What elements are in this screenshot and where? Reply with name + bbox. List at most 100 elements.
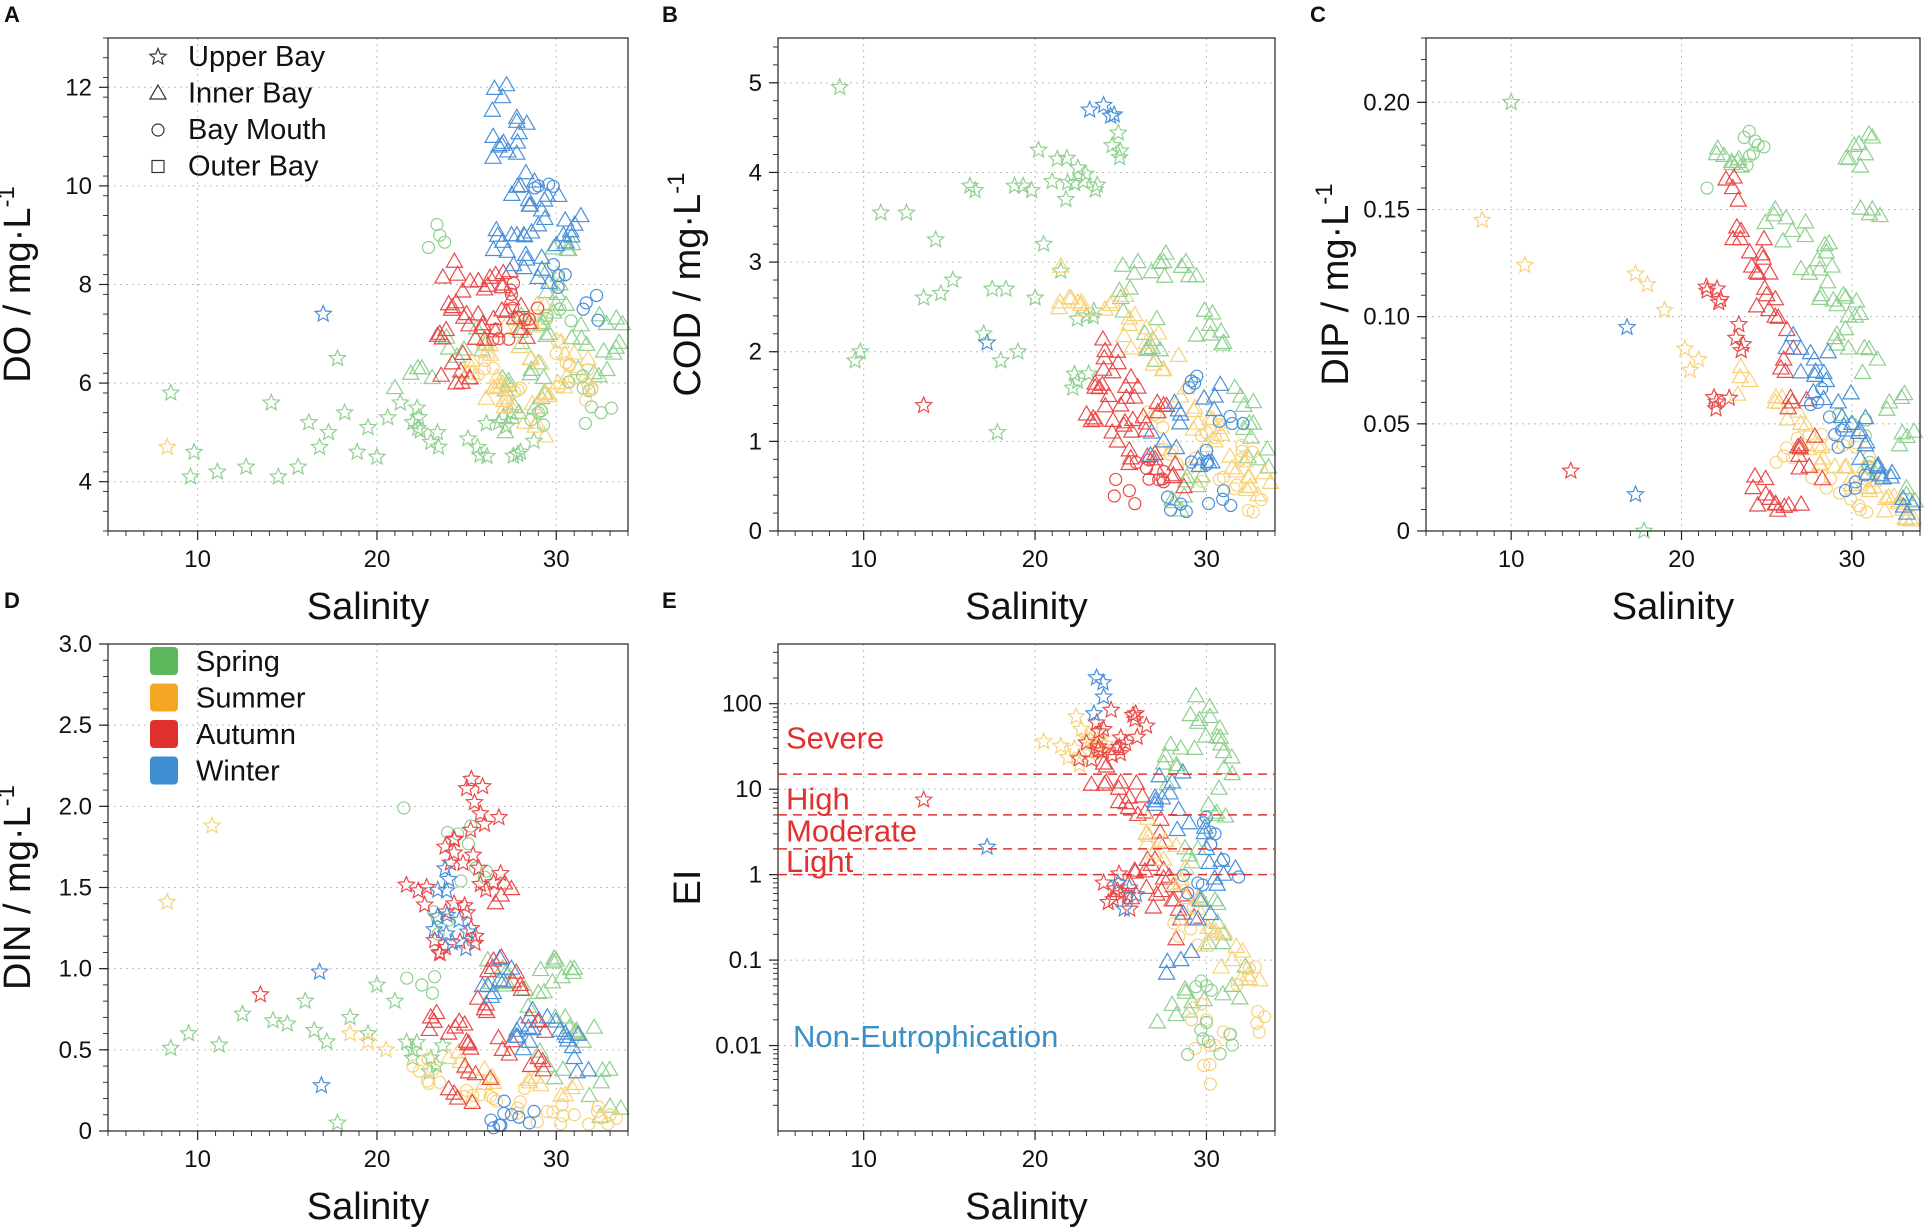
data-point <box>1104 104 1124 123</box>
data-point <box>1119 454 1139 471</box>
data-point <box>1834 416 1854 433</box>
data-point <box>439 1048 458 1065</box>
data-point <box>461 918 481 937</box>
data-point <box>476 413 496 432</box>
data-point <box>493 1040 512 1056</box>
data-point <box>430 942 450 961</box>
data-point <box>1860 505 1874 519</box>
data-point <box>518 313 532 327</box>
data-point <box>1138 809 1157 825</box>
data-point <box>1870 206 1890 223</box>
data-point <box>1729 190 1748 207</box>
data-point <box>1092 740 1112 759</box>
data-point <box>385 991 405 1010</box>
data-point <box>490 372 509 389</box>
data-point <box>1148 402 1168 419</box>
data-point <box>295 991 315 1010</box>
data-point <box>478 976 497 992</box>
data-point <box>427 906 448 925</box>
data-point <box>1811 395 1825 409</box>
data-point <box>157 437 177 456</box>
data-point <box>1769 308 1788 324</box>
data-point <box>1110 743 1130 762</box>
data-point <box>1724 167 1744 184</box>
data-point <box>590 305 609 322</box>
plot-frame <box>1425 37 1921 532</box>
data-point <box>1766 289 1785 306</box>
data-point <box>1841 383 1861 400</box>
data-point <box>458 428 478 447</box>
data-point <box>475 1059 494 1076</box>
data-point <box>532 200 551 217</box>
data-point <box>1232 870 1246 884</box>
data-point <box>591 313 605 327</box>
data-point <box>1142 262 1161 279</box>
data-point <box>1810 455 1829 472</box>
data-point <box>1777 449 1791 463</box>
x-axis-label: Salinity <box>307 586 430 628</box>
data-point <box>1743 478 1763 495</box>
data-point <box>1222 747 1241 764</box>
data-point <box>1004 175 1025 195</box>
data-point <box>1150 253 1169 270</box>
data-point <box>502 1031 522 1048</box>
y-axis-label-superscript: -1 <box>0 785 20 806</box>
data-point <box>1114 898 1134 917</box>
data-point <box>977 837 997 856</box>
data-point <box>600 1060 619 1076</box>
data-point <box>1204 400 1224 417</box>
data-point <box>1839 338 1858 355</box>
data-point <box>1723 229 1743 246</box>
x-tick-label: 20 <box>364 546 391 573</box>
data-point <box>1813 469 1832 486</box>
x-tick-label: 20 <box>1022 1146 1049 1173</box>
data-point <box>1099 386 1118 403</box>
data-point <box>1082 775 1101 791</box>
data-point <box>1859 124 1879 141</box>
data-point <box>1254 493 1268 507</box>
data-point <box>1167 916 1181 930</box>
legend-season-swatch <box>150 683 178 712</box>
data-point <box>1200 315 1219 331</box>
data-point <box>1212 472 1226 487</box>
data-point <box>1062 288 1081 305</box>
data-point <box>1241 503 1255 518</box>
data-point <box>1859 339 1879 356</box>
data-point <box>415 978 429 992</box>
data-point <box>591 1099 605 1114</box>
data-point <box>396 874 416 894</box>
data-point <box>1008 341 1028 360</box>
data-point <box>1199 810 1213 824</box>
data-point <box>914 789 934 808</box>
data-point <box>1223 950 1242 967</box>
data-point <box>1116 377 1135 393</box>
data-point <box>508 132 527 149</box>
data-point <box>484 1073 503 1089</box>
data-point <box>1155 472 1170 486</box>
data-point <box>1069 754 1089 773</box>
data-point <box>1238 961 1253 975</box>
data-point <box>1258 439 1277 456</box>
data-point <box>1155 267 1174 283</box>
data-point <box>439 1023 458 1040</box>
y-tick-label: 0.5 <box>59 1037 92 1064</box>
data-point <box>1082 411 1101 428</box>
data-point <box>1139 339 1158 355</box>
data-point <box>1166 929 1186 946</box>
data-point <box>1110 281 1129 297</box>
data-point <box>538 1007 557 1024</box>
data-point <box>1128 497 1142 511</box>
data-point <box>1022 180 1042 199</box>
data-point <box>1135 802 1155 819</box>
data-point <box>590 1104 605 1119</box>
data-point <box>982 278 1002 298</box>
y-tick-label: 10 <box>65 173 92 200</box>
data-point <box>502 332 516 346</box>
data-point <box>521 364 540 381</box>
data-point <box>1176 979 1195 996</box>
data-point <box>1897 510 1916 526</box>
data-point <box>1126 862 1145 879</box>
data-point <box>1515 255 1535 274</box>
data-point <box>1197 839 1216 856</box>
data-point <box>490 970 509 987</box>
